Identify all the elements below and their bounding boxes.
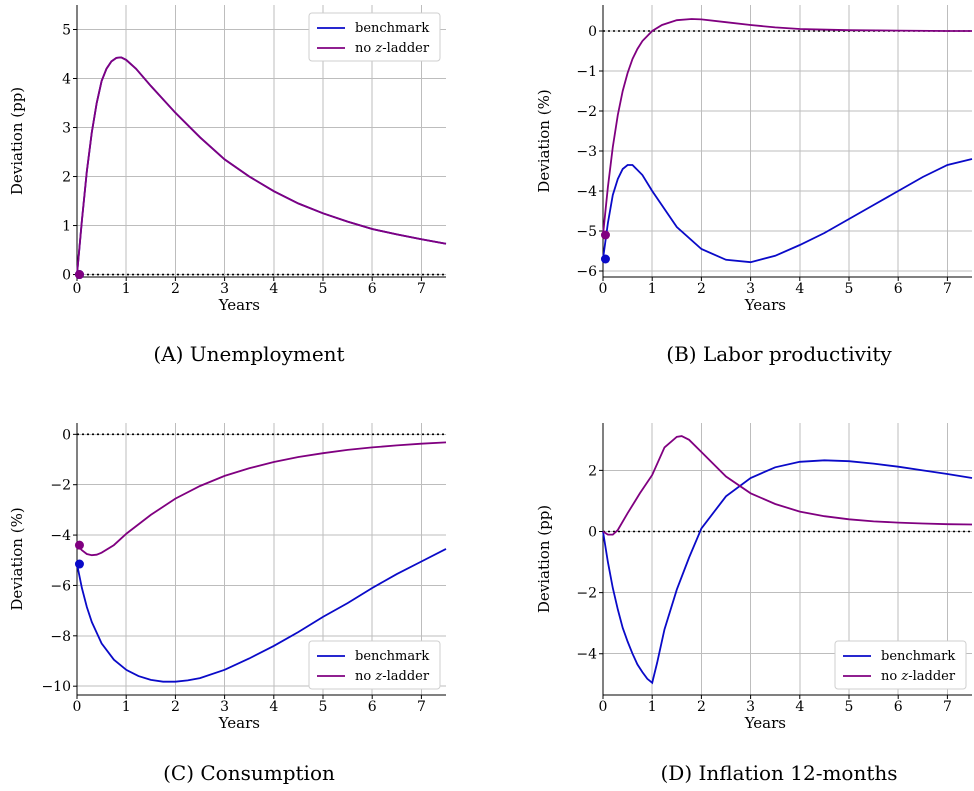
legend-entry: benchmark: [355, 21, 429, 36]
y-tick-label: −8: [50, 629, 71, 645]
x-tick-label: 2: [697, 281, 706, 297]
x-tick-label: 3: [746, 699, 755, 715]
y-tick-label: 0: [588, 524, 597, 540]
x-tick-label: 5: [319, 699, 328, 715]
y-tick-label: 1: [62, 219, 71, 235]
series-line-no-z-ladder: [76, 441, 447, 557]
chart-panel-d: 0 1 2 3 4 5 6 7 2 0 −2 −4 Years Deviation (pp) benchma…: [535, 423, 973, 785]
x-tick-label: 4: [269, 281, 278, 297]
series-line-benchmark: [76, 56, 447, 275]
x-tick-label: 6: [894, 281, 903, 297]
y-tick-label: 4: [62, 72, 71, 88]
x-tick-label: 7: [417, 699, 426, 715]
x-tick-label: 4: [269, 699, 278, 715]
series-line-benchmark: [602, 459, 973, 685]
start-point-dot: [74, 540, 84, 550]
y-tick-label: 2: [62, 170, 71, 186]
x-tick-label: 4: [795, 699, 804, 715]
y-tick-label: −1: [576, 64, 597, 80]
x-axis-label: Years: [744, 714, 786, 732]
x-axis-label: Years: [218, 714, 260, 732]
start-point-dot: [74, 270, 84, 280]
y-tick-label: 3: [62, 121, 71, 137]
y-axis-label: Deviation (pp): [8, 87, 26, 195]
x-tick-label: 6: [368, 281, 377, 297]
panel-caption: (D) Inflation 12-months: [660, 761, 897, 785]
x-tick-label: 1: [122, 281, 131, 297]
legend: benchmark no z-ladder: [308, 640, 441, 690]
y-axis-label: Deviation (pp): [535, 505, 553, 613]
x-tick-label: 7: [943, 699, 952, 715]
y-tick-label: −2: [576, 586, 597, 602]
x-tick-label: 0: [599, 281, 608, 297]
y-tick-label: 0: [588, 24, 597, 40]
x-tick-label: 6: [368, 699, 377, 715]
x-tick-label: 5: [845, 281, 854, 297]
x-tick-label: 7: [943, 281, 952, 297]
x-tick-label: 7: [417, 281, 426, 297]
y-tick-label: −2: [576, 104, 597, 120]
x-tick-label: 6: [894, 699, 903, 715]
series-line-no-z-ladder: [76, 56, 447, 275]
series-line-no-z-ladder: [602, 18, 972, 236]
legend-entry: no z-ladder: [355, 41, 430, 56]
x-tick-label: 0: [73, 281, 82, 297]
panel-caption: (B) Labor productivity: [666, 342, 892, 366]
x-tick-label: 0: [599, 699, 608, 715]
x-tick-label: 3: [220, 699, 229, 715]
x-tick-label: 5: [845, 699, 854, 715]
legend-box: [834, 640, 967, 690]
y-axis-label: Deviation (%): [8, 507, 26, 610]
chart-panel-b: 0 1 2 3 4 5 6 7 0 −1 −2 −3 −4 −5 −6 Years Deviation (%) (…: [535, 5, 973, 366]
x-tick-label: 1: [122, 699, 131, 715]
panel-caption: (C) Consumption: [163, 761, 335, 785]
x-tick-label: 3: [220, 281, 229, 297]
y-tick-label: 0: [62, 427, 71, 443]
y-tick-label: −3: [576, 144, 597, 160]
y-tick-label: −4: [576, 184, 597, 200]
legend: benchmark no z-ladder: [308, 12, 441, 62]
x-axis-label: Years: [218, 296, 260, 314]
y-tick-label: −4: [50, 528, 71, 544]
y-tick-label: 0: [62, 268, 71, 284]
start-point-dot: [74, 559, 84, 569]
y-tick-label: −6: [576, 264, 597, 280]
x-tick-label: 2: [171, 281, 180, 297]
x-tick-label: 1: [648, 281, 657, 297]
y-tick-label: −5: [576, 224, 597, 240]
legend-box: [308, 12, 441, 62]
legend-entry: no z-ladder: [355, 669, 430, 684]
y-tick-label: −2: [50, 478, 71, 494]
y-tick-label: −6: [50, 578, 71, 594]
x-axis-label: Years: [744, 296, 786, 314]
legend-entry: no z-ladder: [881, 669, 956, 684]
start-point-dot: [600, 230, 610, 240]
x-tick-label: 5: [319, 281, 328, 297]
series-line-no-z-ladder: [602, 435, 973, 536]
panel-caption: (A) Unemployment: [153, 342, 344, 366]
series-line-benchmark: [602, 158, 973, 264]
legend-box: [308, 640, 441, 690]
x-tick-label: 1: [648, 699, 657, 715]
x-tick-label: 3: [746, 281, 755, 297]
x-tick-label: 4: [795, 281, 804, 297]
y-tick-label: −10: [41, 679, 71, 695]
y-axis-label: Deviation (%): [535, 89, 553, 192]
y-tick-label: 5: [62, 23, 71, 39]
x-tick-label: 0: [73, 699, 82, 715]
start-point-dot: [600, 254, 610, 264]
x-tick-label: 2: [697, 699, 706, 715]
x-tick-label: 2: [171, 699, 180, 715]
chart-panel-a: 0 1 2 3 4 5 6 7 0 1 2 3 4 5 Years Deviation (pp) benchma…: [8, 5, 447, 366]
series-line-benchmark: [76, 548, 447, 683]
y-tick-label: −4: [576, 647, 597, 663]
legend-entry: benchmark: [355, 649, 429, 664]
legend: benchmark no z-ladder: [834, 640, 967, 690]
legend-entry: benchmark: [881, 649, 955, 664]
chart-panel-c: 0 1 2 3 4 5 6 7 0 −2 −4 −6 −8 −10 Years Deviation (%) be…: [8, 423, 447, 785]
y-tick-label: 2: [588, 463, 597, 479]
